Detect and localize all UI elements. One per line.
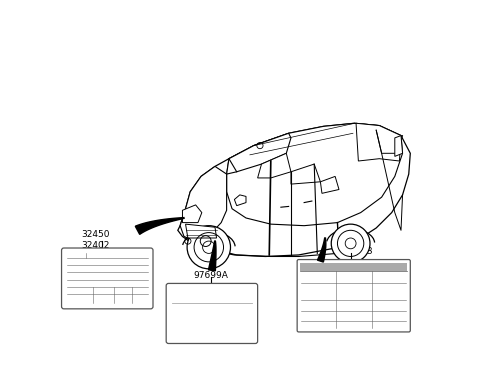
- FancyBboxPatch shape: [297, 260, 410, 332]
- Bar: [300, 263, 407, 271]
- Polygon shape: [356, 123, 401, 161]
- Polygon shape: [135, 218, 184, 234]
- FancyBboxPatch shape: [166, 283, 258, 343]
- Polygon shape: [395, 136, 403, 156]
- Polygon shape: [208, 241, 216, 271]
- Polygon shape: [258, 153, 291, 178]
- Text: 32450
32402: 32450 32402: [82, 230, 110, 250]
- Polygon shape: [178, 123, 410, 256]
- Text: 97699A: 97699A: [194, 271, 228, 280]
- Polygon shape: [291, 164, 321, 184]
- Polygon shape: [227, 133, 291, 174]
- Polygon shape: [182, 205, 202, 223]
- Polygon shape: [234, 195, 246, 206]
- Polygon shape: [227, 123, 403, 226]
- Polygon shape: [180, 166, 227, 241]
- Circle shape: [331, 224, 370, 263]
- Text: 05203: 05203: [344, 247, 372, 256]
- Polygon shape: [186, 224, 216, 238]
- FancyBboxPatch shape: [61, 248, 153, 309]
- Polygon shape: [317, 238, 326, 262]
- Circle shape: [187, 226, 230, 269]
- Polygon shape: [321, 176, 339, 193]
